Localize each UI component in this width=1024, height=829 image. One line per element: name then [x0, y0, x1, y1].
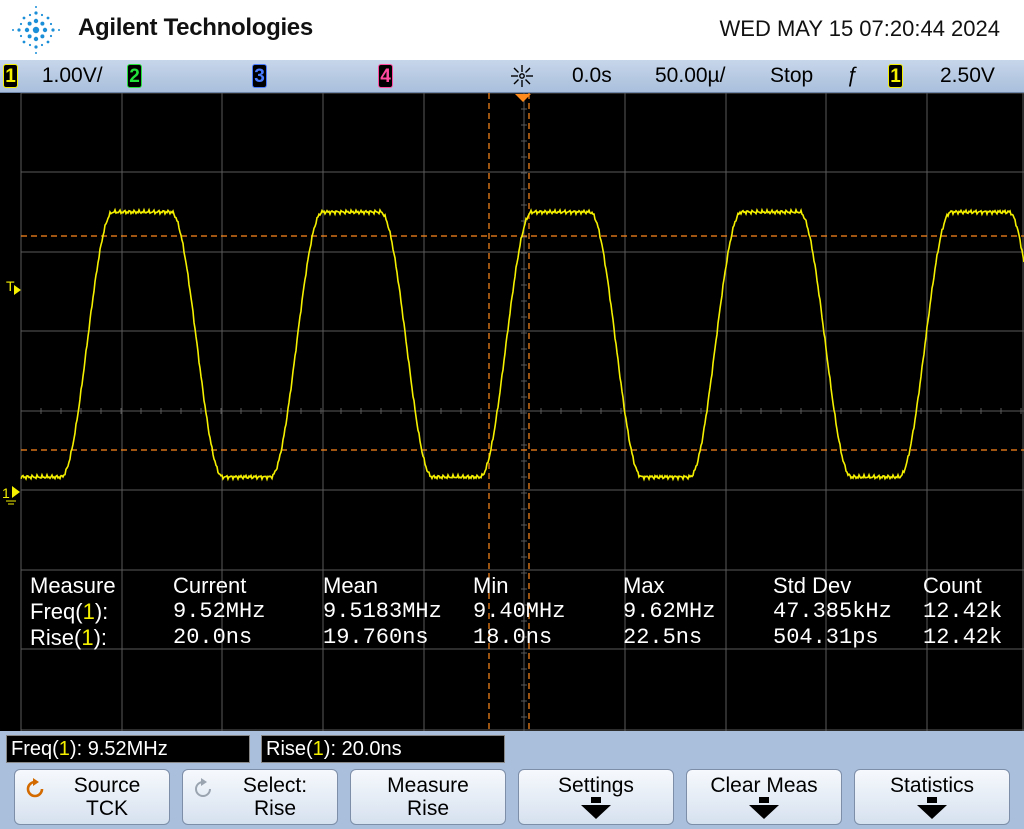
- softkey-label-line2: Rise: [406, 797, 449, 820]
- trigger-source[interactable]: 1: [888, 64, 903, 89]
- statistics-softkey[interactable]: Statistics: [854, 769, 1010, 825]
- trigger-level-label: T: [6, 278, 15, 294]
- measure-rise-softkey[interactable]: Measure Rise: [350, 769, 506, 825]
- header-std-dev: Std Dev: [773, 573, 852, 598]
- trigger-level-marker: T: [6, 278, 21, 295]
- datetime-display: WED MAY 15 07:20:44 2024: [719, 16, 1000, 41]
- channel1-ground-marker: 1: [2, 485, 20, 505]
- header-count: Count: [923, 573, 982, 598]
- select-softkey[interactable]: Select: Rise: [182, 769, 338, 825]
- arrow-down-icon: [855, 797, 1009, 819]
- clear-meas-softkey[interactable]: Clear Meas: [686, 769, 842, 825]
- channel2-status[interactable]: 2: [127, 64, 142, 89]
- channel3-badge[interactable]: 3: [252, 64, 267, 89]
- header-mean: Mean: [323, 573, 379, 598]
- measure-name: Freq(1):: [30, 599, 109, 624]
- graticule-grid: [20, 93, 1024, 731]
- trigger-level: 2.50V: [940, 64, 995, 87]
- freq-mean: 9.5183MHz: [323, 599, 442, 624]
- title-bar: Agilent Technologies WED MAY 15 07:20:44…: [0, 0, 1024, 60]
- channel2-badge[interactable]: 2: [127, 64, 142, 89]
- softkey-label-line1: Source: [73, 774, 141, 797]
- header-measure: Measure: [30, 573, 116, 598]
- channel3-status[interactable]: 3: [252, 64, 267, 89]
- source-softkey[interactable]: Source TCK: [14, 769, 170, 825]
- channel1-scale: 1.00V/: [41, 64, 103, 87]
- trigger-edge-icon: ƒ: [846, 64, 858, 87]
- waveform-display[interactable]: T 1 Measure Current Mean Min Max Std Dev…: [0, 93, 1024, 731]
- header-current: Current: [173, 573, 247, 598]
- freq-max: 9.62MHz: [623, 599, 716, 624]
- arrow-down-icon: [519, 797, 673, 819]
- softkey-label-line2: TCK: [86, 797, 128, 820]
- channel1-trace: [20, 207, 1024, 482]
- softkey-label-line1: Clear Meas: [710, 774, 818, 797]
- freq-current: 9.52MHz: [173, 599, 266, 624]
- channel4-badge[interactable]: 4: [378, 64, 393, 89]
- rise-min: 18.0ns: [473, 625, 553, 650]
- acquire-starburst-icon[interactable]: [508, 62, 536, 96]
- rise-readout[interactable]: Rise(1): 20.0ns: [261, 735, 505, 763]
- softkey-bar: Source TCK Select: Rise Measure Rise Set…: [0, 767, 1024, 829]
- freq-min: 9.40MHz: [473, 599, 566, 624]
- run-state[interactable]: Stop: [770, 64, 814, 87]
- rise-max: 22.5ns: [623, 625, 703, 650]
- time-reference: 0.0s: [572, 64, 612, 87]
- freq-count: 12.42k: [923, 599, 1003, 624]
- softkey-label-line1: Statistics: [889, 774, 975, 797]
- brand-name: Agilent Technologies: [78, 14, 313, 41]
- ground-marker-label: 1: [2, 485, 10, 501]
- header-min: Min: [473, 573, 509, 598]
- settings-softkey[interactable]: Settings: [518, 769, 674, 825]
- channel1-badge[interactable]: 1: [3, 64, 18, 89]
- freq-readout[interactable]: Freq(1): 9.52MHz: [6, 735, 250, 763]
- measurement-readouts: Freq(1): 9.52MHz Rise(1): 20.0ns: [0, 731, 1024, 767]
- rise-std-dev: 504.31ps: [773, 625, 879, 650]
- time-scale: 50.00µ/: [655, 64, 726, 87]
- trigger-position-marker: [515, 94, 531, 102]
- softkey-label-line2: Rise: [253, 797, 296, 820]
- status-bar: 1 1.00V/ 2 3 4 0.0s 50.00µ/ Stop ƒ 1 2.5…: [0, 60, 1024, 93]
- waveform-graticule: T 1: [2, 93, 1024, 731]
- rise-count: 12.42k: [923, 625, 1003, 650]
- rise-current: 20.0ns: [173, 625, 253, 650]
- softkey-label-line1: Settings: [558, 774, 634, 797]
- softkey-label-line1: Measure: [387, 774, 469, 797]
- freq-std-dev: 47.385kHz: [773, 599, 892, 624]
- agilent-spark-icon: [12, 6, 60, 54]
- rise-mean: 19.760ns: [323, 625, 429, 650]
- softkey-label-line1: Select:: [242, 774, 308, 797]
- arrow-down-icon: [687, 797, 841, 819]
- measure-name: Rise(1):: [30, 625, 108, 650]
- rotate-knob-icon: [195, 778, 211, 797]
- rotate-knob-icon: [26, 778, 44, 798]
- trigger-source-badge[interactable]: 1: [888, 64, 903, 89]
- channel4-status[interactable]: 4: [378, 64, 393, 89]
- header-max: Max: [623, 573, 665, 598]
- channel1-status[interactable]: 1 1.00V/: [3, 64, 103, 89]
